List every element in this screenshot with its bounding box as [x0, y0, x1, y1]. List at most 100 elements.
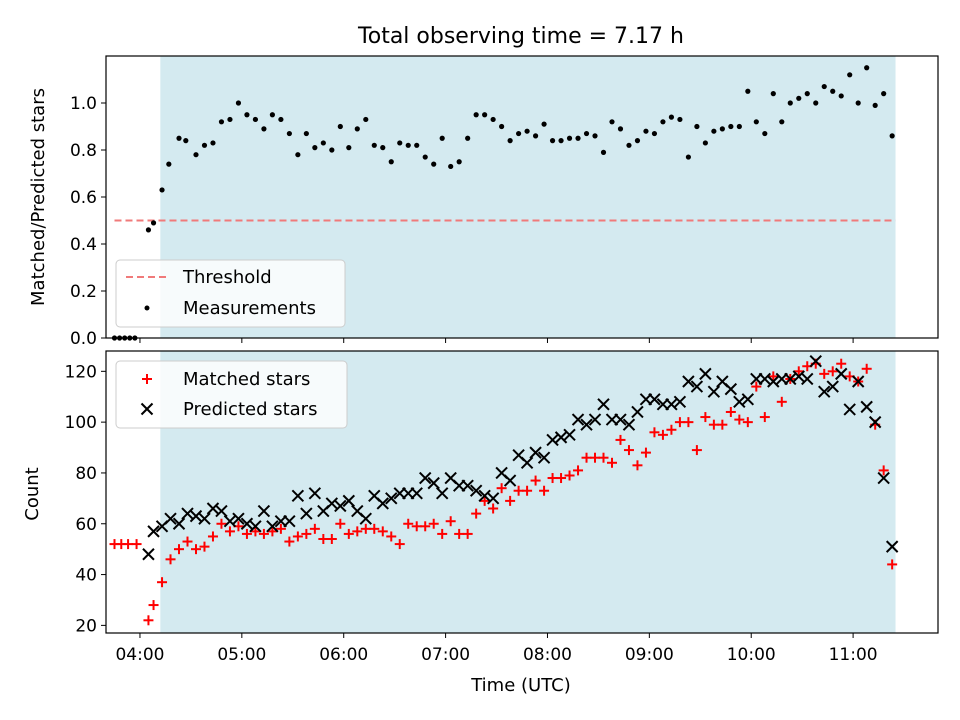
matched-star-point [539, 485, 550, 496]
matched-star-point [556, 473, 567, 484]
measurement-point [549, 138, 556, 144]
measurement-point [643, 128, 649, 134]
predicted-star-point [571, 413, 585, 426]
predicted-star-point [249, 520, 262, 533]
matched-star-point [437, 528, 448, 539]
measurement-point [838, 93, 844, 99]
measurement-point [176, 135, 182, 141]
matched-star-point [632, 460, 643, 471]
y-tick-label: 0.0 [70, 329, 97, 349]
matched-star-point [377, 526, 388, 537]
predicted-star-point [707, 385, 721, 398]
matched-star-point [267, 526, 278, 537]
measurement-point [295, 152, 301, 158]
measurement-point [617, 126, 624, 132]
matched-star-point [352, 526, 363, 537]
legend-predicted-label: Predicted stars [183, 399, 317, 420]
matched-star-point [878, 465, 889, 476]
predicted-star-point [520, 456, 534, 469]
matched-star-point [768, 371, 779, 382]
y-axis-ticks-bottom: 20 40 60 80 100 120 [65, 362, 106, 636]
predicted-star-point [334, 499, 347, 513]
legend-threshold-label: Threshold [182, 267, 272, 288]
matched-star-point [403, 518, 414, 529]
measurement-point [532, 133, 539, 139]
y-tick-label: 20 [75, 616, 97, 636]
matched-star-point [615, 434, 626, 445]
predicted-star-point [622, 418, 636, 431]
predicted-star-point [885, 540, 899, 553]
matched-star-point [819, 368, 830, 379]
predicted-star-point [147, 525, 160, 538]
predicted-star-point [554, 431, 568, 444]
matched-star-point [776, 396, 787, 407]
measurement-point [872, 102, 878, 108]
predicted-star-point [801, 372, 814, 386]
measurement-point [193, 152, 199, 158]
matched-star-point [454, 528, 465, 539]
measurement-point [685, 154, 692, 160]
matched-star-point [190, 544, 201, 555]
predicted-star-point [257, 504, 271, 518]
y-axis-ticks-top: 0.0 0.2 0.4 0.6 0.8 1.0 [70, 94, 106, 349]
measurement-point [252, 116, 259, 123]
predicted-star-point [546, 433, 559, 447]
measurement-point [881, 91, 887, 97]
x-axis-ticks-top [139, 338, 854, 343]
measurement-point [736, 123, 742, 130]
matched-star-point [445, 516, 456, 527]
matched-star-point [131, 539, 142, 550]
predicted-star-point [665, 398, 678, 411]
measurement-point [753, 119, 759, 125]
predicted-star-point [597, 398, 610, 411]
matched-star-point [343, 528, 354, 539]
predicted-star-point [537, 451, 551, 464]
matched-star-point [199, 541, 210, 552]
measurement-point [499, 123, 505, 130]
measurement-point [507, 138, 513, 144]
matched-star-point [123, 539, 134, 550]
matched-star-point [420, 521, 431, 532]
top-y-axis-label: Matched/Predicted stars [28, 88, 49, 306]
y-tick-label: 40 [75, 566, 97, 586]
measurement-point [227, 116, 233, 123]
measurement-point [566, 135, 573, 141]
predicted-star-point [784, 372, 797, 386]
measurement-point [312, 145, 318, 151]
predicted-star-point [835, 367, 848, 381]
top-legend-box [115, 259, 346, 328]
matched-star-point [165, 554, 176, 565]
predicted-star-point [376, 497, 389, 510]
measurement-point [728, 123, 734, 130]
matched-star-point [513, 485, 524, 496]
measurement-point [575, 135, 581, 141]
predicted-star-point [283, 515, 296, 528]
matched-star-point [734, 414, 745, 425]
matched-star-point [224, 526, 235, 537]
matched-star-point [836, 358, 847, 369]
matched-stars-points [109, 358, 898, 626]
y-tick-label: 0.6 [70, 188, 97, 208]
predicted-star-point [435, 487, 449, 500]
measurement-point [592, 133, 598, 139]
matched-star-point [309, 523, 320, 534]
measurement-point [516, 130, 522, 137]
matched-star-point [522, 485, 533, 496]
matched-star-point [674, 417, 685, 428]
chart-title: Total observing time = 7.17 h [357, 24, 684, 49]
matched-star-point [148, 600, 159, 611]
predicted-star-point [843, 403, 856, 416]
measurement-point [150, 220, 157, 226]
predicted-star-point [877, 471, 890, 485]
bottom-y-axis-label: Count [22, 467, 43, 520]
predicted-star-point [300, 507, 313, 520]
x-tick-label: 06:00 [319, 645, 368, 665]
measurement-point [719, 126, 725, 132]
predicted-star-point [427, 476, 440, 490]
matched-star-point [573, 465, 584, 476]
measurement-point [702, 140, 708, 146]
measurement-point [210, 140, 216, 146]
x-tick-label: 10:00 [727, 645, 776, 665]
legend-x-marker [140, 402, 154, 416]
matched-star-point [623, 445, 634, 456]
